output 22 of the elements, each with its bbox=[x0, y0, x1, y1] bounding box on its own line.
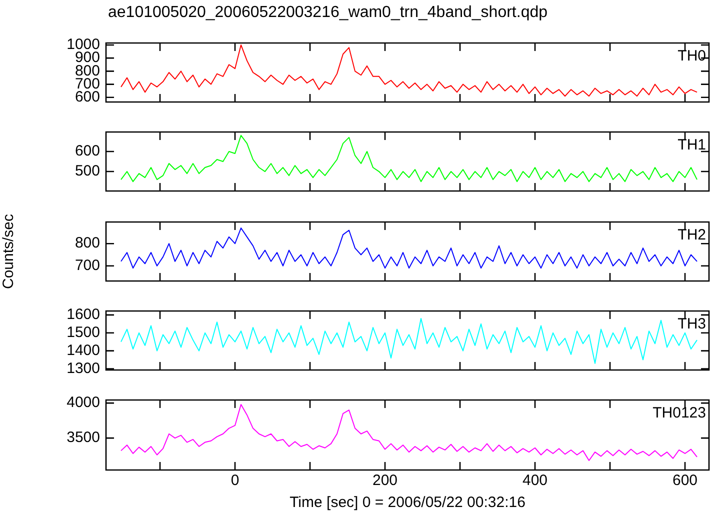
y-tick-label: 500 bbox=[74, 162, 100, 180]
y-tick-label: 1600 bbox=[66, 306, 100, 323]
series-label: TH2 bbox=[678, 226, 706, 244]
y-tick-label: 1400 bbox=[66, 342, 100, 359]
y-axis-title: Counts/sec bbox=[0, 212, 18, 289]
y-tick-label: 3500 bbox=[66, 429, 100, 446]
series-label: TH1 bbox=[678, 136, 706, 154]
x-axis-title: Time [sec] 0 = 2006/05/22 00:32:16 bbox=[290, 494, 526, 512]
y-tick-label: 800 bbox=[74, 234, 100, 252]
x-tick-label: 600 bbox=[672, 472, 698, 490]
y-tick-label: 4000 bbox=[66, 394, 100, 412]
x-tick-label: 400 bbox=[522, 472, 548, 490]
series-label: TH3 bbox=[678, 315, 706, 332]
series-label: TH0123 bbox=[652, 404, 706, 422]
y-tick-label: 1300 bbox=[66, 360, 100, 377]
x-tick-label: 0 bbox=[230, 472, 240, 490]
y-tick-label: 700 bbox=[74, 256, 100, 274]
chart-title: ae101005020_20060522003216_wam0_trn_4band_short.qdp bbox=[108, 4, 548, 22]
series-label: TH0 bbox=[678, 48, 706, 65]
y-tick-label: 1500 bbox=[66, 324, 100, 341]
x-tick-label: 200 bbox=[372, 472, 398, 490]
y-tick-label: 600 bbox=[74, 142, 100, 160]
